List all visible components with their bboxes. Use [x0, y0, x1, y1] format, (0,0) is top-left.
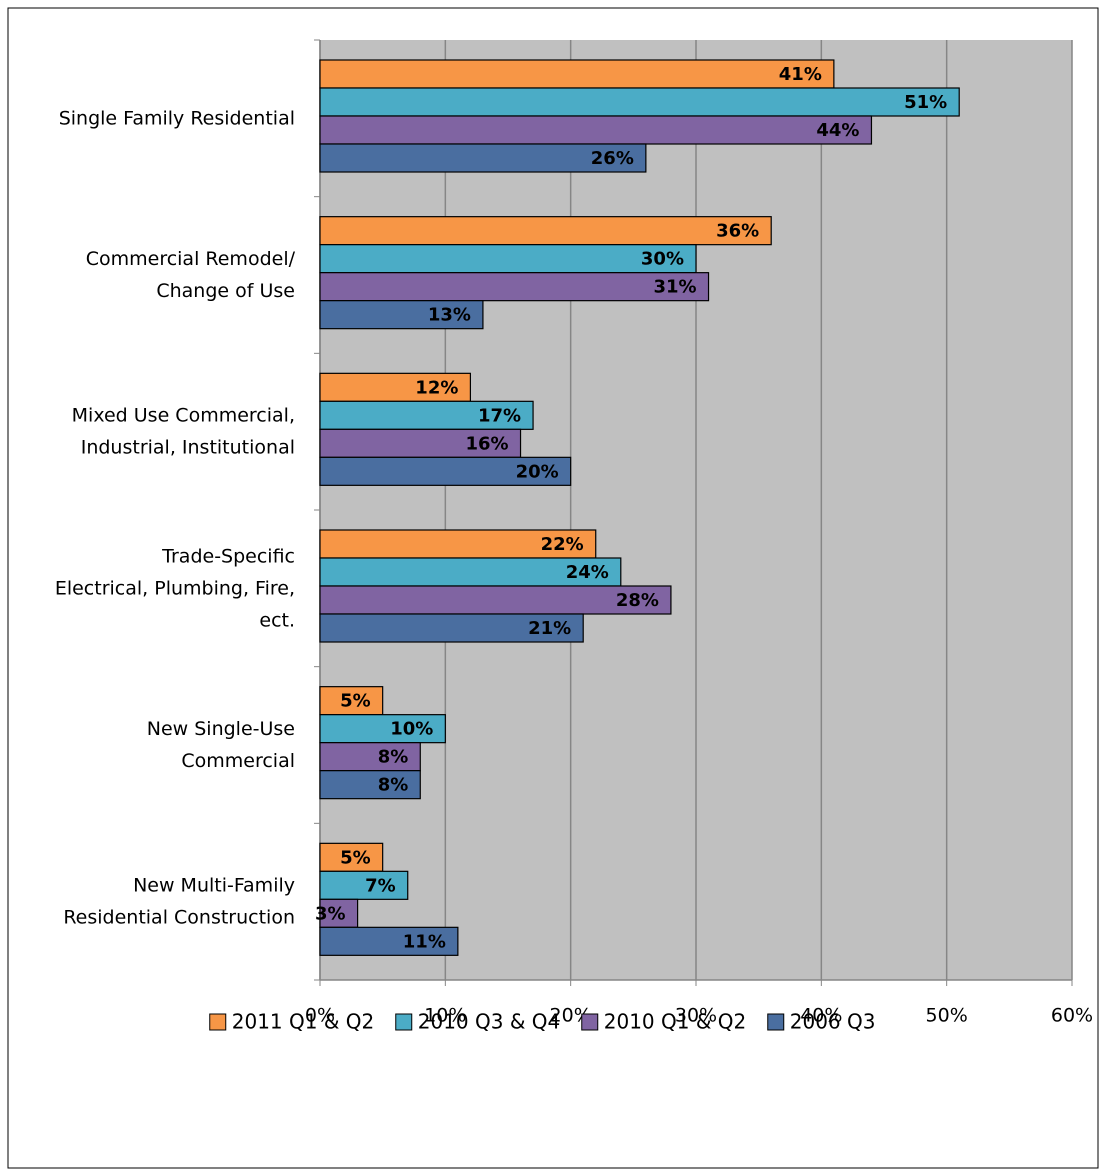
bar [319, 87, 960, 117]
x-tick-label: 20% [550, 1005, 592, 1027]
x-tick-label: 60% [1051, 1005, 1093, 1027]
y-tick-label: Mixed Use Commercial, Industrial, Institu… [72, 404, 295, 458]
bar [319, 585, 672, 615]
legend-label: 2010 Q1 & Q2 [604, 1010, 747, 1034]
bar [319, 216, 772, 246]
bar [319, 372, 471, 402]
value-label: 24% [566, 562, 609, 583]
bar [319, 456, 572, 486]
value-label: 44% [816, 120, 859, 141]
value-label: 21% [528, 618, 571, 639]
value-label: 10% [390, 719, 433, 740]
bar [319, 926, 459, 956]
x-tick-label: 40% [800, 1005, 842, 1027]
bar [319, 428, 522, 458]
legend-label: 2011 Q1 & Q2 [232, 1010, 375, 1034]
value-label: 30% [641, 249, 684, 270]
legend-swatch [767, 1013, 785, 1031]
bar [319, 898, 359, 928]
value-label: 28% [616, 590, 659, 611]
bar [319, 870, 409, 900]
legend-swatch [395, 1013, 413, 1031]
bar [319, 400, 534, 430]
value-label: 51% [904, 92, 947, 113]
value-label: 36% [716, 221, 759, 242]
y-tick-label: New Multi-Family Residential Construction [63, 874, 295, 928]
value-label: 12% [415, 377, 458, 398]
bar [319, 272, 710, 302]
legend-swatch [209, 1013, 227, 1031]
x-tick-label: 10% [424, 1005, 466, 1027]
value-label: 31% [653, 277, 696, 298]
y-tick-label: Trade-Specific Electrical, Plumbing, Fire… [55, 545, 295, 631]
value-label: 22% [541, 534, 584, 555]
legend-label: 2006 Q3 [790, 1010, 876, 1034]
x-tick-label: 0% [305, 1005, 335, 1027]
value-label: 8% [378, 747, 409, 768]
y-tick-label: Commercial Remodel/Change of Use [86, 248, 296, 302]
bar [319, 115, 873, 145]
value-label: 7% [365, 875, 396, 896]
bar [319, 529, 597, 559]
bar [319, 842, 384, 872]
value-label: 16% [465, 433, 508, 454]
value-label: 17% [478, 405, 521, 426]
x-tick-label: 30% [675, 1005, 717, 1027]
y-tick-label: New Single-Use Commercial [147, 718, 295, 772]
y-tick-label: Single Family Residential [59, 107, 295, 129]
bar [319, 300, 484, 330]
value-label: 20% [516, 461, 559, 482]
bar [319, 770, 421, 800]
bar [319, 742, 421, 772]
bar [319, 557, 622, 587]
bar [319, 244, 697, 274]
bar [319, 143, 647, 173]
bar [319, 686, 384, 716]
value-label: 26% [591, 148, 634, 169]
value-label: 3% [315, 903, 346, 924]
bar [319, 59, 835, 89]
legend-swatch [581, 1013, 599, 1031]
legend-label: 2010 Q3 & Q4 [418, 1010, 561, 1034]
value-label: 13% [428, 305, 471, 326]
bar [319, 714, 446, 744]
value-label: 5% [340, 847, 371, 868]
value-label: 11% [403, 931, 446, 952]
bar [319, 613, 584, 643]
value-label: 8% [378, 775, 409, 796]
value-label: 5% [340, 691, 371, 712]
x-tick-label: 50% [926, 1005, 968, 1027]
value-label: 41% [779, 64, 822, 85]
